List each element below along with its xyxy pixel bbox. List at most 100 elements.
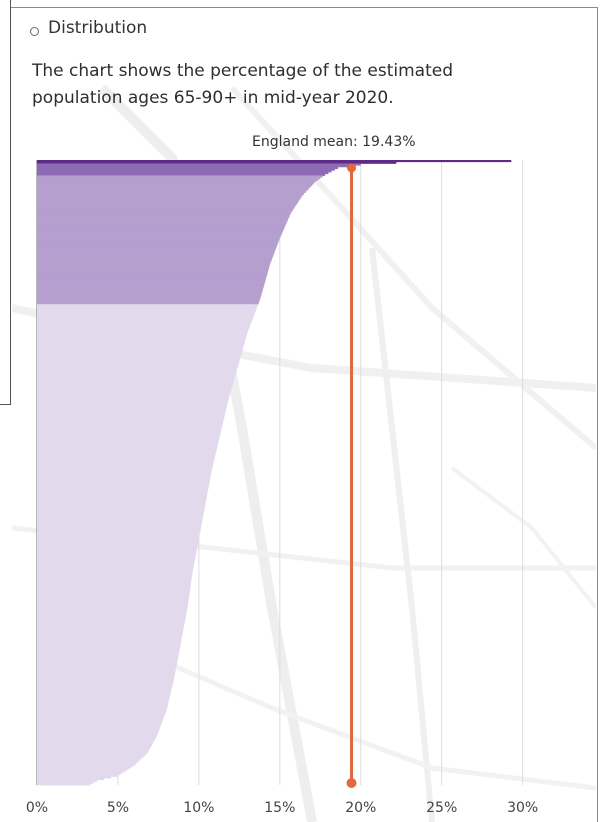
bar: [37, 403, 228, 406]
bar: [37, 517, 203, 520]
bar: [37, 584, 191, 587]
bar: [37, 445, 218, 448]
bar: [37, 491, 208, 494]
bar: [37, 736, 156, 740]
bar: [37, 697, 170, 700]
bar: [37, 384, 233, 388]
bar: [37, 379, 234, 382]
bar: [37, 525, 202, 528]
bar: [37, 309, 256, 312]
bar: [37, 652, 179, 655]
bar: [37, 414, 225, 417]
bar: [37, 779, 97, 782]
bar: [37, 700, 169, 703]
bar: [37, 237, 280, 240]
bar: [37, 400, 229, 403]
bar: [37, 551, 197, 554]
bar: [37, 204, 296, 207]
bar: [37, 185, 311, 188]
bar: [37, 376, 235, 379]
bar: [37, 640, 182, 643]
bar: [37, 599, 189, 602]
bar: [37, 312, 255, 315]
bar: [37, 520, 203, 523]
bar: [37, 621, 185, 624]
bar: [37, 304, 258, 307]
bar: [37, 285, 264, 288]
bar: [37, 649, 180, 652]
bar: [37, 522, 202, 525]
bar: [37, 458, 215, 461]
bar: [37, 661, 178, 664]
panel-right-border: [597, 7, 598, 822]
bar: [37, 316, 254, 319]
bar: [37, 702, 169, 705]
bar: [37, 575, 192, 578]
bar: [37, 240, 279, 243]
bar: [37, 329, 249, 333]
bar: [37, 364, 239, 367]
bar: [37, 596, 190, 599]
bar: [37, 396, 229, 400]
bar: [37, 415, 225, 418]
legend-circle-icon: [30, 27, 39, 36]
bar: [37, 529, 201, 532]
bar: [37, 693, 171, 697]
bar: [37, 651, 180, 654]
bar: [37, 572, 193, 575]
bar: [37, 326, 250, 329]
bar: [37, 218, 289, 221]
bar: [37, 242, 278, 245]
bar: [37, 323, 251, 326]
bar: [37, 757, 142, 760]
bar: [37, 221, 287, 224]
bar: [37, 644, 181, 647]
bar: [37, 232, 283, 235]
bar: [37, 496, 207, 499]
bar: [37, 300, 260, 303]
bar: [37, 261, 271, 264]
bar: [37, 657, 178, 661]
bar: [37, 201, 298, 204]
bar: [37, 433, 221, 436]
bar: [37, 448, 217, 451]
bar: [37, 632, 183, 635]
bar: [37, 601, 189, 604]
bar: [37, 683, 173, 686]
bar: [37, 427, 222, 430]
bar: [37, 374, 236, 377]
bar: [37, 716, 164, 719]
bar: [37, 391, 231, 394]
bar: [37, 656, 179, 659]
bar: [37, 297, 261, 300]
bar: [37, 499, 206, 503]
bar: [37, 378, 235, 381]
bar: [37, 290, 263, 293]
bar: [37, 348, 243, 351]
bar: [37, 645, 181, 649]
bar: [37, 594, 190, 597]
bar: [37, 439, 219, 442]
bar: [37, 190, 306, 194]
bar: [37, 769, 127, 772]
bar: [37, 292, 262, 295]
bar: [37, 556, 196, 559]
bar: [37, 745, 151, 748]
bar: [37, 345, 244, 348]
bar: [37, 420, 224, 424]
bar: [37, 402, 228, 405]
bar: [37, 513, 204, 516]
bar: [37, 360, 240, 364]
bar: [37, 494, 207, 497]
bar: [37, 620, 185, 623]
bar: [37, 706, 168, 709]
bar: [37, 247, 276, 250]
bar: [37, 699, 169, 702]
bar: [37, 424, 223, 427]
bar: [37, 455, 216, 458]
bar: [37, 431, 221, 434]
bar: [37, 539, 199, 542]
x-tick-label: 0%: [26, 800, 48, 816]
bar: [37, 208, 294, 211]
